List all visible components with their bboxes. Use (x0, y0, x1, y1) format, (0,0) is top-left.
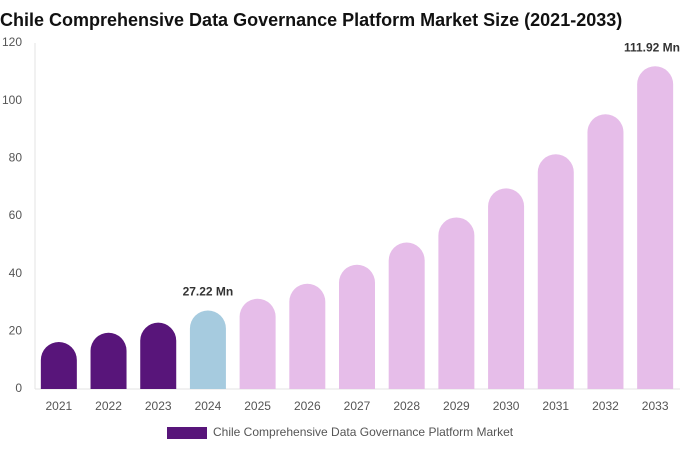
x-tick-label: 2021 (45, 399, 72, 413)
x-tick-label: 2025 (244, 399, 271, 413)
chart-title: Chile Comprehensive Data Governance Plat… (0, 10, 622, 30)
bar (339, 264, 375, 389)
data-label: 27.22 Mn (183, 285, 234, 299)
bar (140, 322, 177, 389)
x-tick-label: 2031 (542, 399, 569, 413)
x-tick-label: 2032 (592, 399, 619, 413)
y-tick-label: 60 (9, 208, 23, 222)
bar (388, 242, 425, 389)
y-tick-label: 80 (9, 151, 23, 165)
x-tick-label: 2029 (443, 399, 470, 413)
bar (289, 283, 326, 389)
bar (438, 217, 475, 389)
x-tick-label: 2033 (642, 399, 669, 413)
bar (90, 332, 127, 389)
x-tick-label: 2024 (195, 399, 222, 413)
y-tick-label: 120 (2, 35, 22, 49)
legend-label: Chile Comprehensive Data Governance Plat… (213, 425, 514, 439)
bar (637, 66, 674, 389)
x-tick-label: 2028 (393, 399, 420, 413)
bar (40, 342, 77, 389)
y-tick-label: 20 (9, 324, 23, 338)
x-tick-label: 2027 (344, 399, 371, 413)
data-label: 111.92 Mn (624, 40, 680, 54)
bar (587, 114, 624, 390)
bar (189, 310, 226, 389)
x-tick-label: 2023 (145, 399, 172, 413)
x-tick-label: 2026 (294, 399, 321, 413)
bar (537, 154, 574, 389)
x-tick-label: 2030 (493, 399, 520, 413)
bar (239, 298, 276, 389)
x-tick-label: 2022 (95, 399, 122, 413)
bar (488, 188, 525, 389)
legend-swatch (167, 427, 207, 439)
y-tick-label: 40 (9, 266, 23, 280)
y-tick-label: 100 (2, 93, 22, 107)
y-tick-label: 0 (15, 381, 22, 395)
